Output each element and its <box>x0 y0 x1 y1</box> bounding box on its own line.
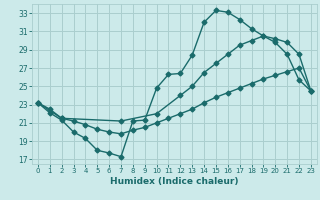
X-axis label: Humidex (Indice chaleur): Humidex (Indice chaleur) <box>110 177 239 186</box>
